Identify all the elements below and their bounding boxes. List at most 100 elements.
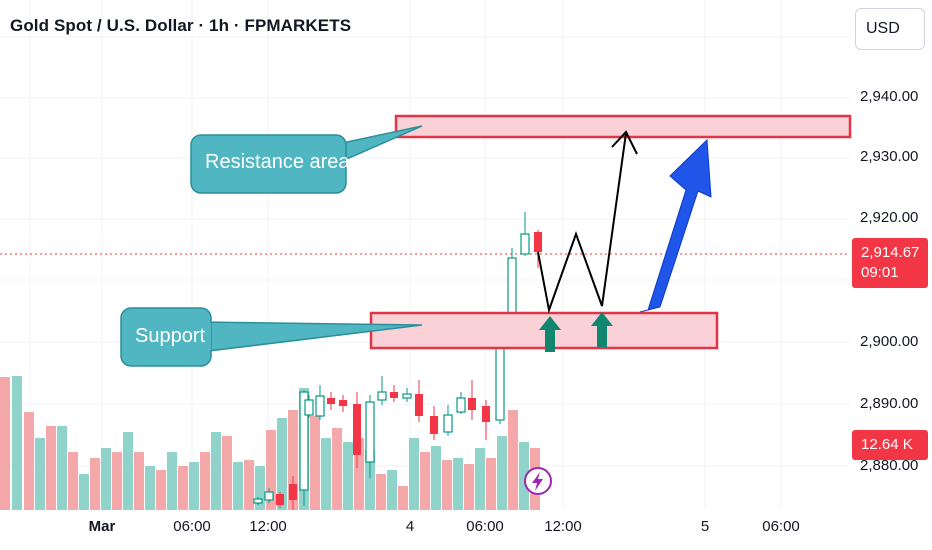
volume-badge: 12.64 K [852, 430, 928, 460]
bar-countdown: 09:01 [861, 264, 899, 281]
volume-bar [310, 416, 320, 510]
support-zone[interactable] [369, 311, 719, 350]
volume-bar [398, 486, 408, 510]
support-label: Support [135, 325, 206, 347]
volume-bar [365, 450, 375, 510]
candle [264, 488, 274, 503]
volume-bar [420, 452, 430, 510]
volume-bar [442, 460, 452, 510]
price-tick: 2,900.00 [860, 333, 919, 350]
bullish-arrow [639, 138, 712, 313]
candle [327, 392, 335, 410]
volume-bar [354, 438, 364, 510]
last-price-badge: 2,914.67 09:01 [852, 238, 928, 288]
time-tick: 12:00 [249, 518, 287, 535]
volume-bar [497, 436, 507, 510]
volume-bar [167, 452, 177, 510]
candle [289, 476, 297, 510]
candle [276, 492, 284, 508]
volume-bar [189, 462, 199, 510]
time-tick: Mar [88, 518, 116, 535]
candle [339, 395, 347, 412]
candle [304, 395, 314, 418]
volume-bar [211, 432, 221, 510]
volume-bar [508, 410, 518, 510]
candle [315, 385, 325, 420]
candle [520, 212, 530, 256]
volume-bar [431, 446, 441, 510]
volume-bar [464, 464, 474, 510]
time-tick: 5 [700, 518, 710, 535]
volume-bar [486, 458, 496, 510]
up-marker-icon [591, 312, 613, 347]
volume-bar [90, 458, 100, 510]
volume-bar [453, 458, 463, 510]
volume-bar [46, 426, 56, 510]
volume-bar [145, 466, 155, 510]
price-tick: 2,920.00 [860, 209, 919, 226]
price-tick: 2,930.00 [860, 148, 919, 165]
volume-bar [222, 436, 232, 510]
candle [253, 497, 263, 505]
volume-bar [277, 418, 287, 510]
resistance-label: Resistance area [205, 151, 350, 173]
volume-bar [343, 442, 353, 510]
volume-bar [321, 438, 331, 510]
volume-bar [156, 470, 166, 510]
volume-bar [123, 432, 133, 510]
candle [365, 395, 375, 478]
candle [482, 400, 490, 440]
symbol-title[interactable]: Gold Spot / U.S. Dollar · 1h · FPMARKETS [10, 16, 352, 35]
volume-bar [288, 410, 298, 510]
resistance-zone[interactable] [394, 114, 852, 139]
price-tick: 2,880.00 [860, 457, 919, 474]
volume-bars [0, 376, 540, 510]
candle [353, 392, 361, 468]
volume-bar [24, 412, 34, 510]
candle [377, 376, 387, 405]
candle [390, 385, 398, 402]
projected-path [537, 132, 627, 314]
volume-bar [112, 452, 122, 510]
candle [415, 380, 423, 422]
projected-path-arrowhead [611, 130, 638, 155]
time-tick: 4 [405, 518, 415, 535]
event-lightning-icon[interactable] [524, 467, 552, 495]
volume-bar [519, 442, 529, 510]
candle [456, 392, 466, 414]
volume-bar [178, 466, 188, 510]
volume-bar [255, 466, 265, 510]
volume-bar [376, 474, 386, 510]
volume-bar [200, 452, 210, 510]
volume-bar [244, 460, 254, 510]
volume-bar [409, 438, 419, 510]
currency-button[interactable]: USD [855, 8, 925, 50]
volume-bar [0, 377, 10, 510]
volume-bar [12, 376, 22, 510]
support-callout[interactable] [120, 307, 423, 367]
candle [430, 406, 438, 440]
candle [299, 390, 309, 506]
resistance-callout[interactable] [190, 125, 423, 194]
volume-bar [233, 462, 243, 510]
time-tick: 12:00 [544, 518, 582, 535]
volume-bar [332, 428, 342, 510]
volume-bar [101, 448, 111, 510]
price-tick: 2,890.00 [860, 395, 919, 412]
volume-bar [79, 474, 89, 510]
volume-bar [35, 438, 45, 510]
candlesticks [253, 212, 542, 510]
candle [495, 340, 505, 424]
time-tick: 06:00 [173, 518, 211, 535]
time-tick: 06:00 [762, 518, 800, 535]
volume-bar [134, 452, 144, 510]
up-marker-icon [539, 316, 561, 352]
volume-bar [68, 452, 78, 510]
candle [443, 405, 453, 436]
volume-bar [57, 426, 67, 510]
candle [402, 388, 412, 402]
volume-bar [475, 448, 485, 510]
volume-bar [387, 470, 397, 510]
price-tick: 2,940.00 [860, 88, 919, 105]
